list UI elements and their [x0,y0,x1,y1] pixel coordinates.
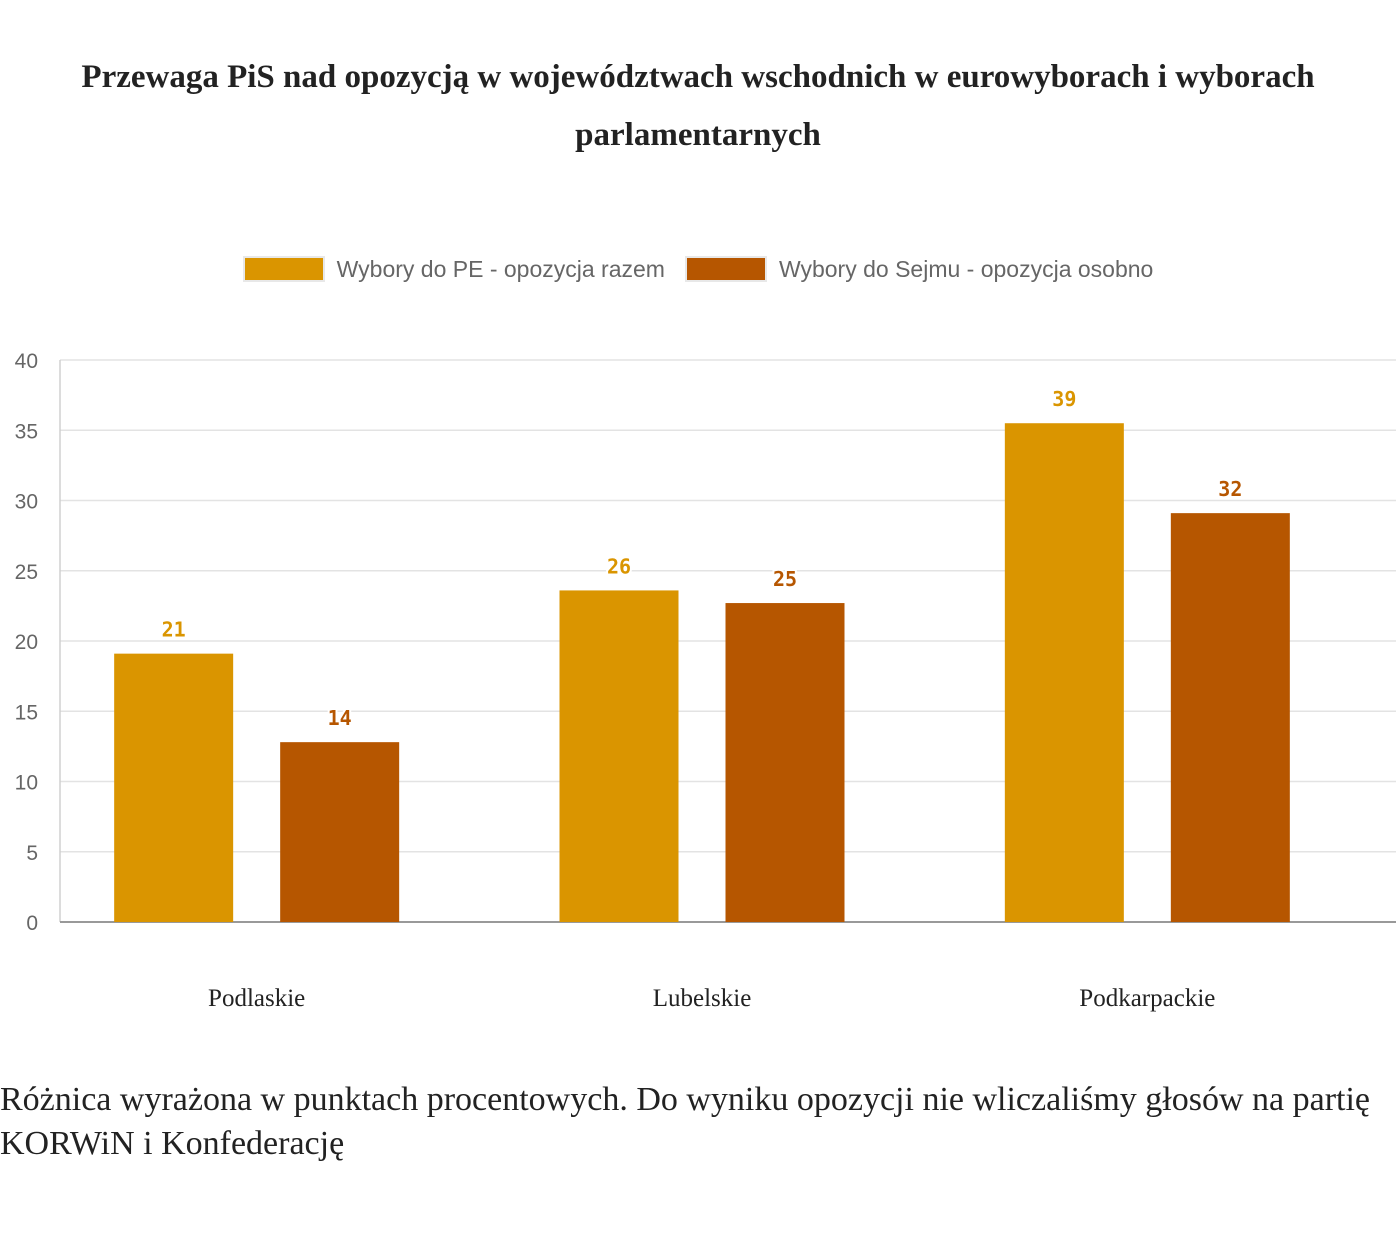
bar-chart: 0 5 10 15 20 25 30 35 40 21 14 Podlaskie 26 25 Lubelsk… [15,350,1396,1012]
data-label: 39 [1052,387,1076,411]
x-category-label: Podkarpackie [1079,985,1215,1012]
y-tick-label: 40 [15,350,38,373]
footnote: Różnica wyrażona w punktach procentowych… [0,1081,1370,1162]
bar [114,653,234,922]
y-tick-label: 25 [15,561,38,584]
bar [725,603,845,922]
x-category-label: Lubelskie [653,985,752,1012]
data-label: 32 [1218,477,1242,501]
y-tick-label: 20 [15,631,38,654]
data-label: 21 [162,618,186,642]
legend-item-pe[interactable]: Wybory do PE - opozycja razem [242,255,665,283]
data-label: 26 [607,554,631,578]
y-tick-label: 35 [15,420,38,443]
bar [1170,513,1290,922]
chart-title: Przewaga PiS nad opozycją w województwac… [81,59,1315,153]
y-tick-label: 15 [15,701,38,724]
legend-swatch-pe [242,256,325,282]
y-tick-label: 10 [15,772,38,795]
legend-label-pe: Wybory do PE - opozycja razem [336,255,665,282]
legend-swatch-sejm [684,256,767,282]
legend-label-sejm: Wybory do Sejmu - opozycja osobno [778,255,1154,282]
y-tick-label: 5 [26,842,38,865]
y-tick-label: 0 [26,912,38,935]
bar [280,742,400,922]
y-tick-label: 30 [15,491,38,514]
legend: Wybory do PE - opozycja razem Wybory do … [0,252,1396,286]
data-label: 14 [328,706,352,730]
bar [559,590,679,922]
x-category-label: Podlaskie [208,985,305,1012]
bar [1004,423,1124,922]
data-label: 25 [773,567,797,591]
legend-item-sejm[interactable]: Wybory do Sejmu - opozycja osobno [684,255,1154,283]
